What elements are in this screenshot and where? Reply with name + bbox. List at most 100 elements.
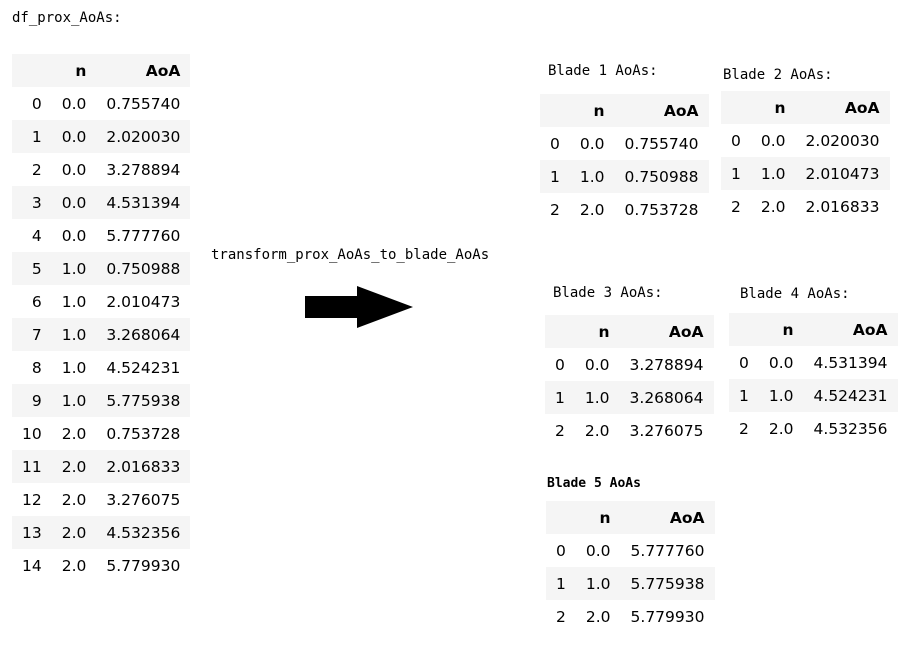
table-row: 2 2.0 4.532356 [729,412,898,445]
index-header [12,54,52,87]
table-row: 0 0.0 2.020030 [721,124,890,157]
row-index: 11 [12,450,52,483]
n-cell: 1.0 [758,379,804,412]
table-header-row: n AoA [540,94,709,127]
n-cell: 2.0 [51,516,97,549]
aoa-cell: 3.268064 [619,381,714,414]
n-cell: 0.0 [575,534,621,567]
row-index: 7 [12,318,52,351]
table-row: 1 0.0 2.020030 [12,120,191,153]
table-row: 1 1.0 5.775938 [546,567,715,600]
row-index: 1 [729,379,759,412]
n-cell: 2.0 [574,414,620,447]
row-index: 2 [721,190,751,223]
row-index: 9 [12,384,52,417]
n-cell: 1.0 [51,285,97,318]
blade-1-title: Blade 1 AoAs: [548,63,658,79]
row-index: 1 [721,157,751,190]
n-cell: 2.0 [51,549,97,582]
n-cell: 0.0 [750,124,796,157]
table-header-row: n AoA [545,315,714,348]
row-index: 1 [540,160,570,193]
row-index: 12 [12,483,52,516]
n-cell: 0.0 [51,186,97,219]
table-row: 1 1.0 2.010473 [721,157,890,190]
n-cell: 0.0 [758,346,804,379]
row-index: 0 [546,534,576,567]
table-row: 7 1.0 3.268064 [12,318,191,351]
column-header: n [758,313,804,346]
blade-5-title: Blade 5 AoAs [547,476,641,491]
column-header: AoA [803,313,898,346]
table-row: 9 1.0 5.775938 [12,384,191,417]
n-cell: 0.0 [574,348,620,381]
row-index: 1 [546,567,576,600]
n-cell: 0.0 [51,87,97,120]
n-cell: 2.0 [758,412,804,445]
arrow-right-icon [305,286,413,328]
n-cell: 1.0 [575,567,621,600]
n-cell: 1.0 [51,318,97,351]
transform-label: transform_prox_AoAs_to_blade_AoAs [211,247,490,263]
row-index: 3 [12,186,52,219]
n-cell: 2.0 [51,483,97,516]
aoa-cell: 5.777760 [96,219,191,252]
table-row: 2 2.0 2.016833 [721,190,890,223]
column-header: n [750,91,796,124]
n-cell: 1.0 [574,381,620,414]
aoa-cell: 5.779930 [620,600,715,633]
row-index: 1 [12,120,52,153]
row-index: 2 [546,600,576,633]
aoa-cell: 5.775938 [96,384,191,417]
table-row: 4 0.0 5.777760 [12,219,191,252]
n-cell: 1.0 [569,160,615,193]
blade-4-title: Blade 4 AoAs: [740,286,850,302]
row-index: 2 [545,414,575,447]
aoa-cell: 2.016833 [795,190,890,223]
aoa-cell: 2.020030 [96,120,191,153]
column-header: n [574,315,620,348]
table-header-row: n AoA [12,54,191,87]
main-df-title: df_prox_AoAs: [12,10,122,26]
column-header: AoA [620,501,715,534]
aoa-cell: 4.532356 [803,412,898,445]
index-header [546,501,576,534]
row-index: 2 [729,412,759,445]
aoa-cell: 4.524231 [96,351,191,384]
aoa-cell: 0.753728 [96,417,191,450]
n-cell: 0.0 [51,120,97,153]
table-row: 2 2.0 3.276075 [545,414,714,447]
blade-4-table: n AoA 0 0.0 4.531394 1 1.0 4.524231 2 2.0 4.532356 [729,313,898,445]
table-row: 10 2.0 0.753728 [12,417,191,450]
blade-3-table: n AoA 0 0.0 3.278894 1 1.0 3.268064 2 2.0 3.276075 [545,315,714,447]
table-row: 13 2.0 4.532356 [12,516,191,549]
table-row: 12 2.0 3.276075 [12,483,191,516]
row-index: 0 [729,346,759,379]
row-index: 1 [545,381,575,414]
aoa-cell: 2.016833 [96,450,191,483]
aoa-cell: 0.755740 [614,127,709,160]
n-cell: 1.0 [750,157,796,190]
blade-1-table: n AoA 0 0.0 0.755740 1 1.0 0.750988 2 2.0 0.753728 [540,94,709,226]
table-row: 0 0.0 0.755740 [540,127,709,160]
n-cell: 0.0 [51,153,97,186]
table-row: 11 2.0 2.016833 [12,450,191,483]
table-row: 2 2.0 0.753728 [540,193,709,226]
table-row: 0 0.0 5.777760 [546,534,715,567]
row-index: 0 [721,124,751,157]
blade-2-title: Blade 2 AoAs: [723,67,833,83]
row-index: 6 [12,285,52,318]
row-index: 0 [545,348,575,381]
aoa-cell: 2.020030 [795,124,890,157]
n-cell: 0.0 [569,127,615,160]
aoa-cell: 5.775938 [620,567,715,600]
column-header: n [51,54,97,87]
table-row: 1 1.0 0.750988 [540,160,709,193]
row-index: 10 [12,417,52,450]
index-header [545,315,575,348]
table-row: 14 2.0 5.779930 [12,549,191,582]
table-row: 8 1.0 4.524231 [12,351,191,384]
aoa-cell: 4.532356 [96,516,191,549]
main-dataframe-table: n AoA 0 0.0 0.755740 1 0.0 2.020030 2 0.0 3.278894… [12,54,191,582]
n-cell: 2.0 [51,450,97,483]
